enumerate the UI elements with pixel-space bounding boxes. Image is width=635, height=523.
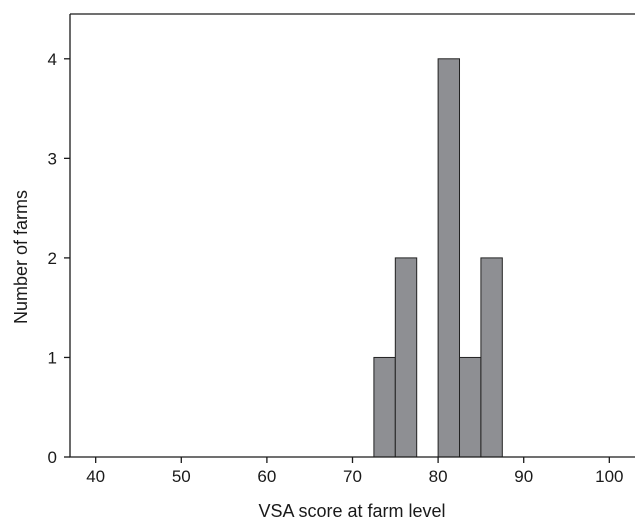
- axis-frame: [69, 13, 635, 458]
- histogram-bar: [373, 356, 396, 458]
- histogram-bar: [459, 356, 482, 458]
- y-tick-label: 0: [48, 448, 57, 467]
- y-axis-title: Number of farms: [11, 190, 31, 324]
- histogram-bar: [480, 257, 503, 458]
- histogram-bar: [394, 257, 418, 458]
- x-tick-label: 90: [514, 467, 533, 486]
- x-tick-label: 100: [595, 467, 623, 486]
- bars-layer: [373, 58, 503, 458]
- histogram-bar: [437, 58, 461, 458]
- x-tick-label: 60: [257, 467, 276, 486]
- x-tick-label: 40: [86, 467, 105, 486]
- axes-layer: [69, 13, 635, 458]
- y-tick-label: 2: [48, 249, 57, 268]
- y-tick-label: 4: [48, 50, 57, 69]
- x-axis-title: VSA score at farm level: [258, 501, 445, 521]
- x-tick-label: 70: [343, 467, 362, 486]
- x-tick-label: 80: [429, 467, 448, 486]
- x-tick-label: 50: [172, 467, 191, 486]
- y-tick-label: 1: [48, 348, 57, 367]
- ticks-layer: 40 50 60 70 80 90 100 0 1 2 3 4: [48, 50, 624, 486]
- y-tick-label: 3: [48, 149, 57, 168]
